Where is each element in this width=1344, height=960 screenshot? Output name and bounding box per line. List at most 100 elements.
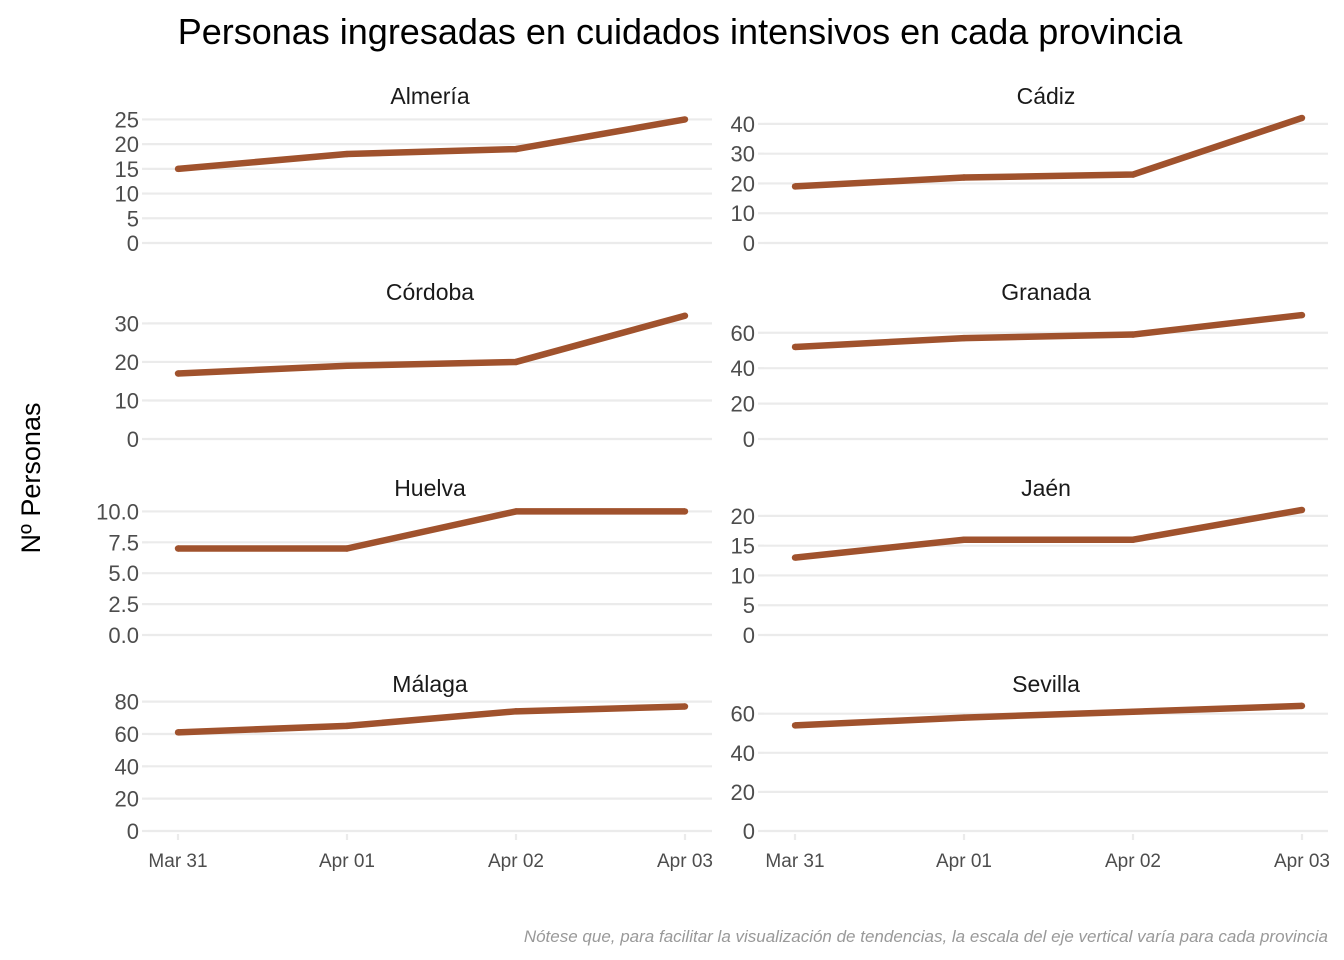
facet-title-cadiz: Cádiz bbox=[1017, 83, 1076, 109]
series-line-cadiz bbox=[794, 114, 1304, 190]
facet-title-almeria: Almería bbox=[390, 83, 469, 109]
y-tick-label-cordoba: 20 bbox=[115, 350, 139, 375]
chart-caption: Nótese que, para facilitar la visualizac… bbox=[524, 927, 1328, 946]
data-point-sevilla bbox=[791, 722, 799, 729]
y-tick-label-cadiz: 10 bbox=[731, 201, 755, 226]
facet-title-sevilla: Sevilla bbox=[1012, 671, 1080, 697]
y-tick-label-jaen: 0 bbox=[743, 623, 755, 648]
facet-jaen: Jaén 0 5 10 15 20 bbox=[731, 475, 1328, 648]
facet-huelva: Huelva 0.0 2.5 5.0 7.5 10.0 bbox=[96, 475, 712, 648]
facet-title-malaga: Málaga bbox=[392, 671, 468, 697]
y-tick-label-almeria: 10 bbox=[115, 182, 139, 207]
y-tick-label-cadiz: 30 bbox=[731, 142, 755, 167]
y-tick-label-sevilla: 0 bbox=[743, 819, 755, 844]
data-point-cadiz bbox=[1129, 171, 1137, 178]
x-tick-label: Apr 02 bbox=[488, 851, 544, 872]
data-point-cordoba bbox=[174, 370, 182, 377]
y-tick-label-malaga: 40 bbox=[115, 754, 139, 779]
data-point-cordoba bbox=[512, 358, 520, 366]
data-point-sevilla bbox=[960, 714, 968, 721]
y-tick-label-huelva: 10.0 bbox=[96, 499, 139, 524]
x-tick-label: Mar 31 bbox=[148, 851, 207, 872]
y-tick-label-jaen: 20 bbox=[731, 504, 755, 529]
x-tick-label: Apr 03 bbox=[1274, 851, 1330, 872]
y-tick-label-almeria: 25 bbox=[115, 107, 139, 132]
y-tick-label-cordoba: 10 bbox=[115, 388, 139, 413]
x-tick-label: Apr 01 bbox=[936, 851, 992, 872]
data-point-granada bbox=[1298, 311, 1306, 319]
facet-sevilla: Sevilla 0 20 40 60 Mar 31 Apr 01 Apr 02 Apr 03 bbox=[731, 671, 1330, 872]
series-line-cordoba bbox=[177, 312, 686, 377]
data-point-cordoba bbox=[681, 312, 689, 319]
y-tick-label-huelva: 5.0 bbox=[108, 561, 139, 586]
data-point-huelva bbox=[343, 545, 351, 552]
data-point-cadiz bbox=[960, 174, 968, 181]
y-tick-label-cadiz: 40 bbox=[731, 112, 755, 137]
y-tick-label-cordoba: 0 bbox=[127, 427, 139, 452]
data-point-jaen bbox=[1298, 506, 1306, 514]
y-tick-label-sevilla: 20 bbox=[731, 780, 755, 805]
data-point-granada bbox=[1129, 331, 1137, 338]
data-point-cadiz bbox=[1298, 114, 1306, 122]
series-line-granada bbox=[794, 311, 1303, 351]
y-axis-label: Nº Personas bbox=[16, 403, 46, 554]
y-tick-label-sevilla: 40 bbox=[731, 741, 755, 766]
facet-title-granada: Granada bbox=[1001, 279, 1091, 305]
data-point-cadiz bbox=[791, 183, 799, 190]
series-line-almeria bbox=[177, 116, 686, 173]
data-point-malaga bbox=[343, 722, 351, 730]
data-point-huelva bbox=[681, 508, 689, 515]
data-point-malaga bbox=[681, 703, 689, 710]
data-point-almeria bbox=[681, 116, 689, 123]
data-point-huelva bbox=[512, 508, 520, 515]
y-tick-label-huelva: 2.5 bbox=[108, 592, 139, 617]
y-tick-label-jaen: 15 bbox=[731, 534, 755, 559]
y-tick-label-almeria: 15 bbox=[115, 157, 139, 182]
y-tick-label-granada: 60 bbox=[731, 321, 755, 346]
y-tick-label-almeria: 0 bbox=[127, 231, 139, 256]
y-tick-label-jaen: 10 bbox=[731, 563, 755, 588]
data-point-jaen bbox=[791, 554, 799, 561]
y-tick-label-sevilla: 60 bbox=[731, 702, 755, 727]
x-tick-label: Apr 01 bbox=[319, 851, 375, 872]
data-point-sevilla bbox=[1298, 702, 1306, 710]
y-tick-label-granada: 20 bbox=[731, 392, 755, 417]
x-tick-label: Apr 02 bbox=[1105, 851, 1161, 872]
y-tick-label-granada: 40 bbox=[731, 356, 755, 381]
data-point-almeria bbox=[174, 165, 182, 173]
y-tick-label-huelva: 0.0 bbox=[108, 623, 139, 648]
y-tick-label-cadiz: 20 bbox=[731, 171, 755, 196]
y-tick-label-almeria: 5 bbox=[127, 206, 139, 231]
y-tick-label-granada: 0 bbox=[743, 427, 755, 452]
y-tick-label-malaga: 80 bbox=[115, 690, 139, 715]
series-line-jaen bbox=[794, 506, 1303, 561]
y-tick-label-almeria: 20 bbox=[115, 132, 139, 157]
x-tick-label: Mar 31 bbox=[765, 851, 824, 872]
facet-malaga: Málaga 0 20 40 60 80 Mar 31 Apr 01 Apr 02 Apr 03 bbox=[115, 671, 713, 872]
y-tick-label-malaga: 60 bbox=[115, 722, 139, 747]
x-tick-label: Apr 03 bbox=[657, 851, 713, 872]
y-tick-label-jaen: 5 bbox=[743, 593, 755, 618]
y-tick-label-malaga: 20 bbox=[115, 787, 139, 812]
chart-title: Personas ingresadas en cuidados intensiv… bbox=[178, 11, 1184, 52]
data-point-malaga bbox=[512, 708, 520, 715]
facet-title-jaen: Jaén bbox=[1021, 475, 1071, 501]
facet-granada: Granada 0 20 40 60 bbox=[731, 279, 1328, 452]
y-tick-label-malaga: 0 bbox=[127, 819, 139, 844]
data-point-granada bbox=[791, 343, 799, 351]
series-line-huelva bbox=[178, 508, 685, 552]
series-line-sevilla bbox=[794, 702, 1303, 729]
y-tick-label-cordoba: 30 bbox=[115, 311, 139, 336]
facet-panels: Almería0510152025Cádiz010203040Córdoba01… bbox=[96, 83, 1330, 872]
facet-cadiz: Cádiz 0 10 20 30 40 bbox=[731, 83, 1328, 256]
facet-title-huelva: Huelva bbox=[394, 475, 466, 501]
data-point-cordoba bbox=[343, 362, 351, 369]
data-point-granada bbox=[960, 334, 968, 342]
data-point-jaen bbox=[1129, 536, 1137, 543]
data-point-huelva bbox=[174, 545, 182, 552]
facet-cordoba: Córdoba 0 10 20 30 bbox=[115, 279, 712, 452]
y-tick-label-huelva: 7.5 bbox=[108, 530, 139, 555]
data-point-sevilla bbox=[1129, 708, 1137, 715]
